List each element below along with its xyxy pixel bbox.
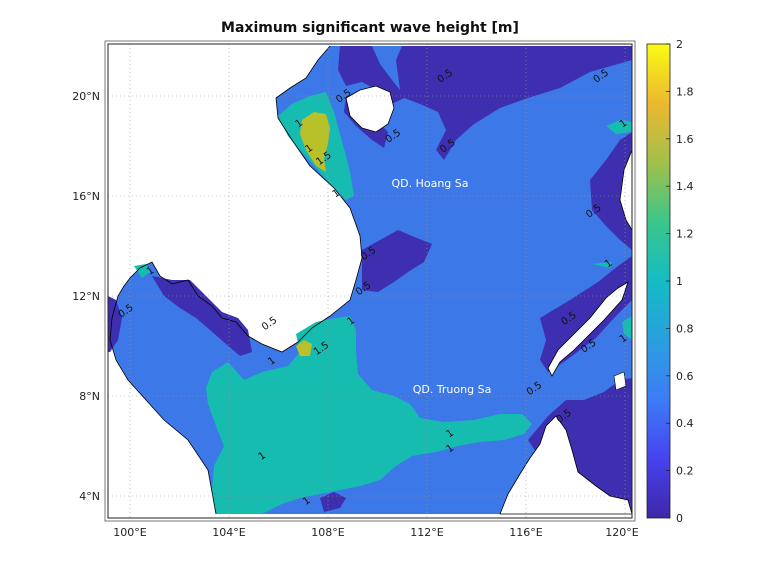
colorbar-tick-label: 1.4 bbox=[676, 180, 694, 193]
sea-region-1-east-spot bbox=[606, 120, 632, 134]
sea-region-1-south bbox=[206, 316, 532, 514]
x-tick-label: 104°E bbox=[212, 526, 245, 539]
colorbar-tick-label: 0 bbox=[676, 512, 683, 525]
colorbar-tick-label: 1.6 bbox=[676, 133, 694, 146]
south-china-coast bbox=[275, 45, 331, 99]
colorbar-ticks: 2 1.8 1.6 1.4 1.2 1 0.8 0.6 0.4 0.2 0 bbox=[666, 38, 694, 525]
sea-region-15-south bbox=[296, 340, 312, 356]
sea-region-1-west-spot bbox=[134, 264, 150, 278]
sea-region-1-east-small bbox=[592, 262, 612, 268]
x-tick-label: 112°E bbox=[410, 526, 443, 539]
sea-region-0-philippines bbox=[540, 256, 632, 372]
contour-label: 1 bbox=[346, 315, 358, 328]
contour-label: 1 bbox=[331, 188, 343, 201]
borneo-coast bbox=[499, 415, 632, 515]
sea-region-0-luzon bbox=[590, 132, 632, 250]
colorbar-tick-label: 1.2 bbox=[676, 228, 694, 241]
luzon-coast bbox=[619, 149, 632, 231]
sea-region-0-qui-nhon bbox=[362, 230, 432, 292]
sea-region-15-north bbox=[300, 112, 330, 172]
sea-region-0-west-edge bbox=[108, 296, 122, 352]
colorbar-tick-label: 2 bbox=[676, 38, 683, 51]
contour-label: 1 bbox=[445, 443, 457, 456]
gridlines bbox=[108, 44, 632, 518]
contour-label: 1 bbox=[603, 258, 615, 271]
contour-label: 1 bbox=[301, 495, 313, 508]
x-tick-label: 100°E bbox=[113, 526, 146, 539]
colorbar-tick-label: 0.8 bbox=[676, 322, 694, 335]
x-tick-label: 120°E bbox=[605, 526, 638, 539]
map-layers bbox=[108, 44, 632, 518]
place-label-truong-sa: QD. Truong Sa bbox=[413, 383, 492, 396]
x-axis: 100°E 104°E 108°E 112°E 116°E 120°E bbox=[113, 526, 638, 539]
hainan-island bbox=[345, 85, 395, 133]
palawan-island bbox=[547, 281, 629, 377]
y-tick-label: 8°N bbox=[79, 390, 100, 403]
colorbar-tick-label: 1 bbox=[676, 275, 683, 288]
x-tick-label: 108°E bbox=[311, 526, 344, 539]
y-tick-label: 4°N bbox=[79, 490, 100, 503]
map-title: Maximum significant wave height [m] bbox=[221, 20, 519, 36]
contour-label: 1 bbox=[257, 450, 269, 463]
contour-label: 1 bbox=[304, 143, 316, 156]
indochina-coast bbox=[109, 97, 363, 515]
sea-region-0-borneo bbox=[528, 378, 632, 514]
y-tick-label: 20°N bbox=[72, 90, 100, 103]
colorbar-tick-label: 0.6 bbox=[676, 370, 694, 383]
contour-label: 1 bbox=[294, 118, 306, 131]
place-label-hoang-sa: QD. Hoang Sa bbox=[391, 177, 468, 190]
contour-label: 1 bbox=[618, 118, 630, 131]
y-tick-label: 16°N bbox=[72, 190, 100, 203]
x-tick-label: 116°E bbox=[509, 526, 542, 539]
colorbar-tick-label: 0.4 bbox=[676, 417, 694, 430]
sea-region-0-south-strip bbox=[320, 492, 346, 512]
contour-label: 1 bbox=[266, 355, 278, 368]
y-axis: 20°N 16°N 12°N 8°N 4°N bbox=[72, 90, 100, 503]
mindoro-islets bbox=[613, 371, 627, 391]
colorbar-tick-label: 1.8 bbox=[676, 85, 694, 98]
sea-region-1-east-edge bbox=[622, 316, 632, 340]
contour-label: 1 bbox=[145, 265, 157, 278]
sea-region-0-north bbox=[338, 46, 632, 160]
contour-label: 1 bbox=[618, 333, 630, 346]
map-frame bbox=[107, 43, 633, 519]
contour-label: 1 bbox=[445, 428, 457, 441]
map-outer-frame bbox=[104, 40, 636, 522]
colorbar-tick-label: 0.2 bbox=[676, 465, 694, 478]
y-tick-label: 12°N bbox=[72, 290, 100, 303]
colorbar: 2 1.8 1.6 1.4 1.2 1 0.8 0.6 0.4 0.2 0 bbox=[646, 38, 694, 525]
